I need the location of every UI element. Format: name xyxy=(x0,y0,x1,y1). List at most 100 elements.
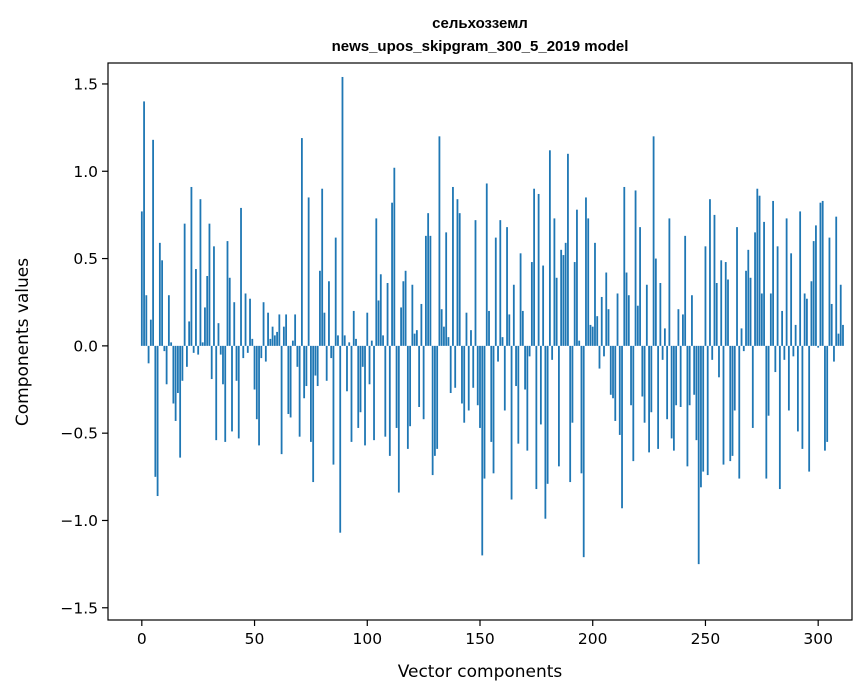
y-tick-label: −1.0 xyxy=(60,512,98,530)
bar xyxy=(244,293,247,346)
bar xyxy=(526,345,529,451)
bar xyxy=(544,345,547,519)
bar xyxy=(711,345,714,360)
bar xyxy=(537,193,540,346)
bar xyxy=(672,345,675,451)
bar xyxy=(776,246,779,346)
bar xyxy=(206,276,209,346)
bar xyxy=(530,262,533,346)
bar xyxy=(393,167,396,346)
bar xyxy=(409,345,412,427)
bar xyxy=(237,345,240,439)
bar xyxy=(503,345,506,411)
bar xyxy=(720,260,723,346)
bar xyxy=(291,340,294,346)
bar xyxy=(567,153,569,346)
bar xyxy=(835,216,838,346)
bar xyxy=(384,345,387,437)
bar xyxy=(517,345,520,444)
bar xyxy=(454,345,457,388)
bar xyxy=(368,345,371,385)
bar xyxy=(645,284,648,346)
bar xyxy=(819,202,822,346)
x-axis-label: Vector components xyxy=(398,662,563,682)
bar xyxy=(422,345,425,420)
bar xyxy=(163,345,166,352)
bar xyxy=(312,345,315,483)
bar xyxy=(787,345,790,411)
bar xyxy=(528,345,531,357)
bar xyxy=(555,277,558,346)
bar xyxy=(751,345,754,428)
y-axis-label: Components values xyxy=(13,258,33,426)
bar xyxy=(573,262,576,346)
bar xyxy=(219,345,222,355)
bar xyxy=(415,330,418,346)
bar xyxy=(303,345,306,399)
y-tick-label: 0.0 xyxy=(73,337,98,355)
bar xyxy=(328,281,330,346)
bar xyxy=(156,345,159,497)
bar xyxy=(627,295,630,346)
bar xyxy=(821,200,824,346)
bar xyxy=(143,101,145,346)
bar xyxy=(670,345,673,439)
bar xyxy=(147,345,150,364)
x-tick-label: 0 xyxy=(137,630,147,648)
x-tick-label: 150 xyxy=(465,630,495,648)
bar xyxy=(447,337,450,346)
bar xyxy=(145,295,148,346)
bar xyxy=(605,272,608,346)
bar xyxy=(754,232,756,346)
bar xyxy=(607,309,610,346)
bar xyxy=(729,345,732,462)
bar xyxy=(679,345,682,407)
bar xyxy=(760,293,763,346)
plot-frame xyxy=(107,62,853,621)
bar xyxy=(724,262,727,346)
bar xyxy=(192,345,195,353)
x-tick-label: 50 xyxy=(245,630,265,648)
bar xyxy=(165,345,168,385)
bar xyxy=(675,345,678,406)
bar xyxy=(461,345,463,404)
bar xyxy=(323,312,326,346)
bar xyxy=(222,345,224,385)
bar xyxy=(452,186,454,346)
bar xyxy=(251,338,254,346)
bar xyxy=(287,345,290,414)
bar xyxy=(411,284,414,346)
bar xyxy=(474,220,477,346)
bar xyxy=(497,345,499,362)
bar xyxy=(373,345,375,441)
bar xyxy=(382,335,384,346)
bar xyxy=(803,293,806,346)
bar xyxy=(817,345,820,348)
bar xyxy=(294,314,297,346)
bar xyxy=(501,337,504,346)
bar xyxy=(260,345,263,359)
bar xyxy=(630,345,632,406)
bar xyxy=(589,324,592,346)
bar xyxy=(546,345,549,484)
bar xyxy=(158,242,161,346)
bar xyxy=(733,345,736,411)
bar xyxy=(799,211,802,346)
y-tick-label: 1.5 xyxy=(73,75,98,93)
bar xyxy=(650,345,653,413)
bar xyxy=(186,345,188,367)
bar xyxy=(603,345,605,357)
bar xyxy=(402,281,405,346)
bar xyxy=(643,345,646,423)
bar xyxy=(524,345,526,390)
bar xyxy=(515,345,517,387)
bar xyxy=(429,235,432,346)
bar xyxy=(709,199,711,346)
bar xyxy=(778,345,781,490)
bar xyxy=(654,258,657,346)
bar xyxy=(246,345,249,353)
bar xyxy=(267,312,269,346)
bar xyxy=(179,345,182,458)
bar xyxy=(420,303,423,346)
bar xyxy=(348,342,351,346)
